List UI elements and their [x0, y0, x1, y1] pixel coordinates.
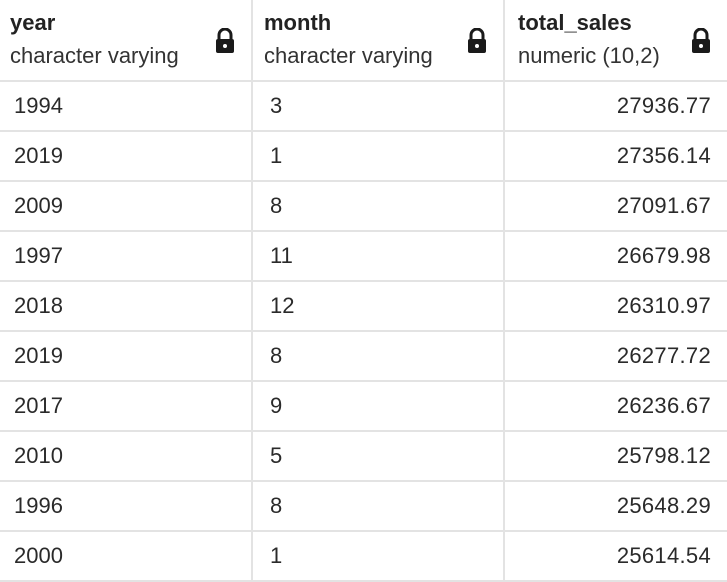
column-name: month — [264, 10, 332, 35]
cell-month[interactable]: 8 — [252, 181, 505, 232]
cell-month[interactable]: 12 — [252, 281, 505, 332]
column-type: character varying — [10, 43, 179, 68]
column-name: year — [10, 10, 56, 35]
table-row: 2019 8 26277.72 — [0, 331, 727, 382]
cell-month[interactable]: 8 — [252, 331, 505, 382]
column-type: character varying — [264, 43, 433, 68]
cell-month[interactable]: 11 — [252, 231, 505, 282]
cell-year[interactable]: 1997 — [0, 231, 253, 282]
lock-icon — [468, 28, 486, 53]
cell-month[interactable]: 1 — [252, 131, 505, 182]
table-row: 2019 1 27356.14 — [0, 131, 727, 182]
table-row: 2017 9 26236.67 — [0, 381, 727, 432]
column-name: total_sales — [518, 10, 632, 35]
table-row: 2010 5 25798.12 — [0, 431, 727, 482]
cell-total-sales[interactable]: 25648.29 — [504, 481, 727, 532]
lock-icon — [692, 28, 710, 53]
cell-total-sales[interactable]: 27936.77 — [504, 81, 727, 132]
cell-year[interactable]: 2019 — [0, 331, 253, 382]
table-row: 1996 8 25648.29 — [0, 481, 727, 532]
cell-year[interactable]: 2017 — [0, 381, 253, 432]
cell-total-sales[interactable]: 27356.14 — [504, 131, 727, 182]
column-type: numeric (10,2) — [518, 43, 660, 68]
cell-month[interactable]: 3 — [252, 81, 505, 132]
column-header-year[interactable]: year character varying — [0, 0, 253, 82]
cell-year[interactable]: 1996 — [0, 481, 253, 532]
table-row: 2000 1 25614.54 — [0, 531, 727, 582]
cell-year[interactable]: 2009 — [0, 181, 253, 232]
table-row: 2009 8 27091.67 — [0, 181, 727, 232]
cell-total-sales[interactable]: 26277.72 — [504, 331, 727, 382]
table-row: 1994 3 27936.77 — [0, 81, 727, 132]
cell-year[interactable]: 2019 — [0, 131, 253, 182]
cell-year[interactable]: 1994 — [0, 81, 253, 132]
lock-icon — [216, 28, 234, 53]
cell-total-sales[interactable]: 25798.12 — [504, 431, 727, 482]
cell-year[interactable]: 2000 — [0, 531, 253, 582]
cell-year[interactable]: 2018 — [0, 281, 253, 332]
cell-month[interactable]: 1 — [252, 531, 505, 582]
cell-total-sales[interactable]: 26310.97 — [504, 281, 727, 332]
table-row: 2018 12 26310.97 — [0, 281, 727, 332]
cell-month[interactable]: 8 — [252, 481, 505, 532]
cell-total-sales[interactable]: 25614.54 — [504, 531, 727, 582]
cell-total-sales[interactable]: 26236.67 — [504, 381, 727, 432]
header-row: year character varying month character v… — [0, 0, 727, 82]
cell-total-sales[interactable]: 27091.67 — [504, 181, 727, 232]
column-header-month[interactable]: month character varying — [252, 0, 505, 82]
table-row: 1997 11 26679.98 — [0, 231, 727, 282]
cell-total-sales[interactable]: 26679.98 — [504, 231, 727, 282]
cell-month[interactable]: 9 — [252, 381, 505, 432]
cell-year[interactable]: 2010 — [0, 431, 253, 482]
column-header-total-sales[interactable]: total_sales numeric (10,2) — [504, 0, 727, 82]
cell-month[interactable]: 5 — [252, 431, 505, 482]
